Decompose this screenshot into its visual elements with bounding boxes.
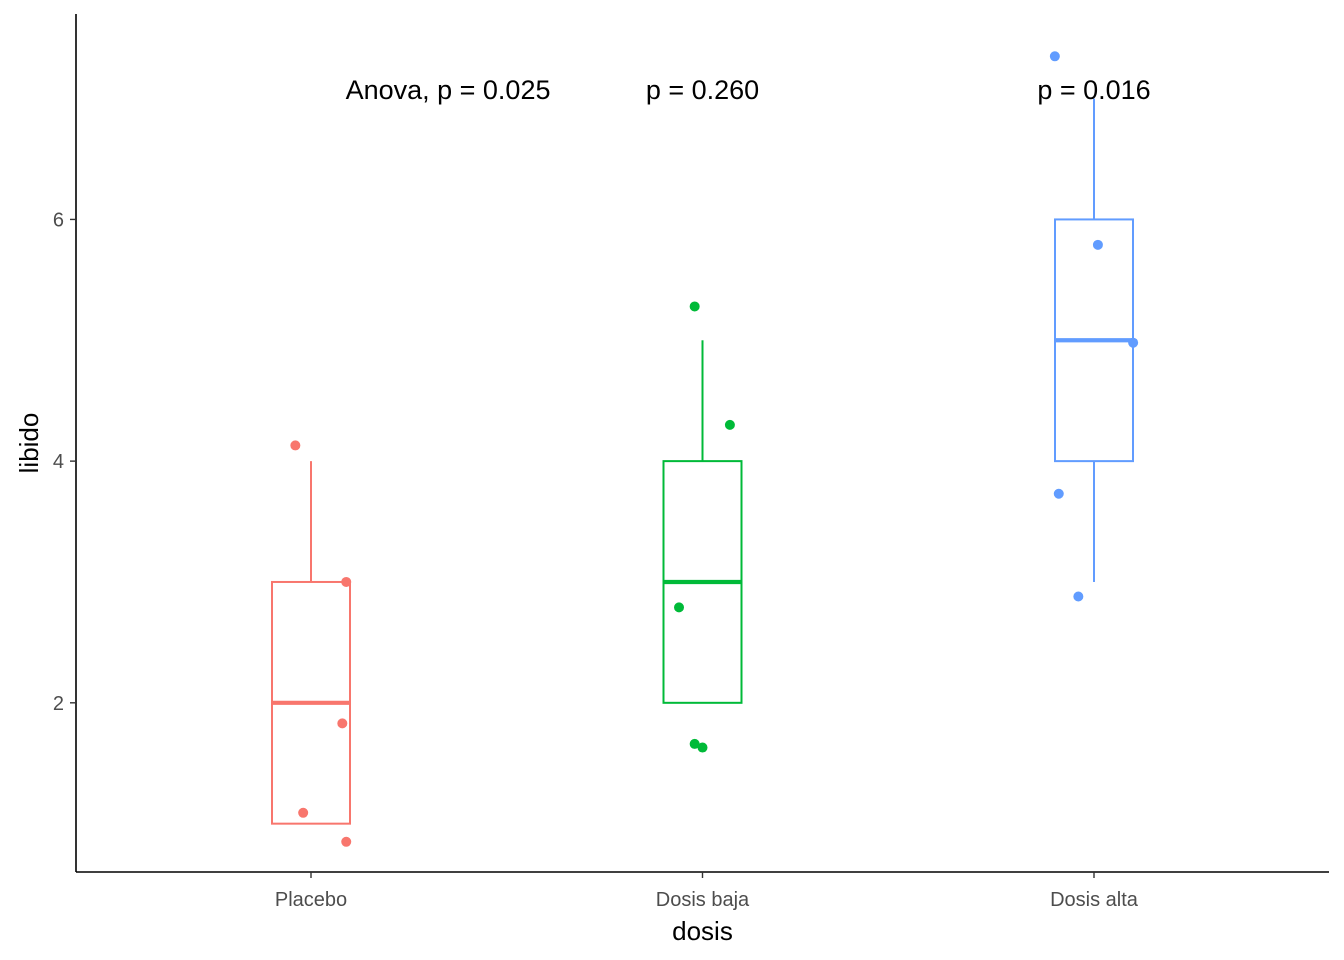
x-tick-label: Dosis alta <box>1050 889 1139 911</box>
p-value-annotation: p = 0.260 <box>646 75 759 105</box>
x-tick-label: Placebo <box>275 889 347 911</box>
y-axis-title: libido <box>14 413 44 474</box>
data-point <box>1073 591 1084 602</box>
x-axis-title: dosis <box>672 916 733 946</box>
data-point <box>689 738 700 749</box>
x-axis-ticks: Placebo Dosis baja Dosis alta <box>275 872 1139 911</box>
data-point <box>341 836 352 847</box>
p-value-annotation: Anova, p = 0.025 <box>346 75 551 105</box>
data-point <box>337 718 348 729</box>
data-point <box>1128 337 1139 348</box>
data-point <box>724 419 735 430</box>
box-group <box>662 301 743 753</box>
y-tick-label: 2 <box>53 693 64 715</box>
data-point <box>697 742 708 753</box>
data-point <box>1092 239 1103 250</box>
data-point <box>341 576 352 587</box>
y-axis-ticks: 2 4 6 <box>53 209 76 715</box>
annotations: Anova, p = 0.025 p = 0.260 p = 0.016 <box>346 75 1151 105</box>
box-group <box>1049 51 1139 602</box>
data-point <box>689 301 700 312</box>
x-tick-label: Dosis baja <box>656 889 750 911</box>
plot-area <box>271 51 1139 847</box>
data-point <box>298 807 309 818</box>
y-tick-label: 4 <box>53 451 64 473</box>
data-point <box>1053 488 1064 499</box>
box-group <box>271 440 352 847</box>
y-tick-label: 6 <box>53 209 64 231</box>
data-point <box>290 440 301 451</box>
data-point <box>1049 51 1060 62</box>
p-value-annotation: p = 0.016 <box>1037 75 1150 105</box>
data-point <box>674 602 685 613</box>
